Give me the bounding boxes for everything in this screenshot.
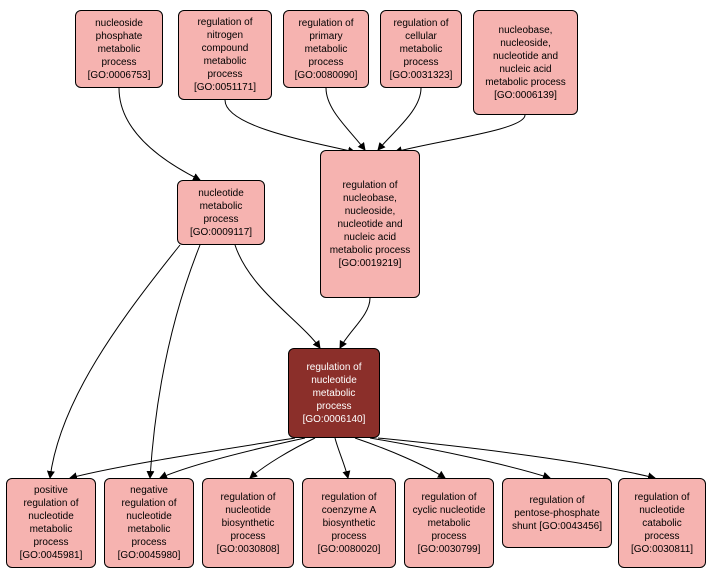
go-term-node[interactable]: regulation of nitrogen compound metaboli… <box>178 10 272 100</box>
go-term-node[interactable]: regulation of coenzyme A biosynthetic pr… <box>302 478 396 568</box>
edge <box>150 245 200 478</box>
go-term-node[interactable]: regulation of nucleotide metabolic proce… <box>288 348 380 438</box>
node-label: regulation of nucleotide metabolic proce… <box>295 361 373 426</box>
edge <box>335 438 348 478</box>
node-label: nucleobase, nucleoside, nucleotide and n… <box>480 24 571 102</box>
edge <box>340 298 370 348</box>
edge <box>160 438 305 478</box>
node-label: regulation of pentose-phosphate shunt [G… <box>509 494 605 533</box>
edge <box>235 245 320 348</box>
node-label: regulation of primary metabolic process … <box>290 17 362 82</box>
edge <box>378 88 421 150</box>
go-term-node[interactable]: regulation of nucleotide catabolic proce… <box>618 478 706 568</box>
go-term-node[interactable]: negative regulation of nucleotide metabo… <box>104 478 194 568</box>
go-term-node[interactable]: regulation of primary metabolic process … <box>283 10 369 88</box>
go-term-node[interactable]: nucleobase, nucleoside, nucleotide and n… <box>473 10 578 115</box>
node-label: regulation of nucleobase, nucleoside, nu… <box>327 179 413 270</box>
node-label: regulation of cyclic nucleotide metaboli… <box>411 491 487 556</box>
node-label: regulation of nucleotide catabolic proce… <box>625 491 699 556</box>
go-term-node[interactable]: regulation of cellular metabolic process… <box>380 10 462 88</box>
edge <box>370 438 550 478</box>
go-term-node[interactable]: regulation of nucleobase, nucleoside, nu… <box>320 150 420 298</box>
go-term-node[interactable]: nucleoside phosphate metabolic process [… <box>75 10 163 88</box>
node-label: regulation of coenzyme A biosynthetic pr… <box>309 491 389 556</box>
node-label: nucleotide metabolic process [GO:0009117… <box>184 187 258 239</box>
go-term-node[interactable]: regulation of cyclic nucleotide metaboli… <box>404 478 494 568</box>
edge <box>70 438 295 478</box>
edge <box>378 438 655 478</box>
edge <box>225 100 355 152</box>
node-label: nucleoside phosphate metabolic process [… <box>82 17 156 82</box>
node-label: negative regulation of nucleotide metabo… <box>111 484 187 562</box>
edge <box>395 115 525 152</box>
edge <box>250 438 315 478</box>
node-label: regulation of nucleotide biosynthetic pr… <box>209 491 287 556</box>
go-term-node[interactable]: regulation of nucleotide biosynthetic pr… <box>202 478 294 568</box>
go-term-node[interactable]: positive regulation of nucleotide metabo… <box>6 478 96 568</box>
edge <box>326 88 365 150</box>
node-label: positive regulation of nucleotide metabo… <box>13 484 89 562</box>
go-term-node[interactable]: regulation of pentose-phosphate shunt [G… <box>502 478 612 548</box>
go-term-node[interactable]: nucleotide metabolic process [GO:0009117… <box>177 180 265 245</box>
node-label: regulation of nitrogen compound metaboli… <box>185 16 265 94</box>
node-label: regulation of cellular metabolic process… <box>387 17 455 82</box>
edge <box>50 245 180 478</box>
edge <box>355 438 445 478</box>
edge <box>119 88 200 180</box>
